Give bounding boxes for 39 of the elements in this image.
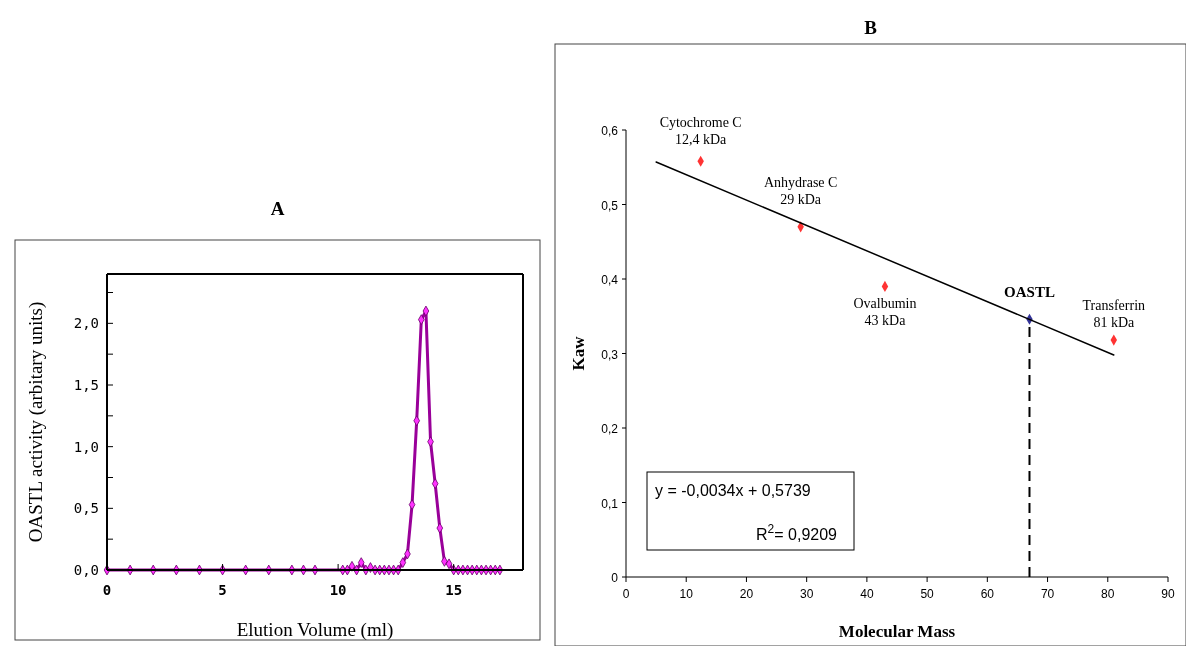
x-tick-label: 60 bbox=[980, 587, 995, 601]
x-tick-label: 40 bbox=[860, 587, 874, 601]
y-tick-label: 0,5 bbox=[601, 198, 619, 213]
annotation: Transferrin 81 kDa bbox=[1082, 298, 1146, 331]
x-tick-label: 10 bbox=[329, 582, 347, 598]
y-tick-label: 0,5 bbox=[73, 500, 99, 517]
x-tick-label: 20 bbox=[739, 587, 754, 601]
series-label: OASTL bbox=[1004, 284, 1055, 301]
y-tick-label: 0,4 bbox=[601, 273, 619, 287]
x-tick-label: 10 bbox=[679, 587, 694, 601]
x-tick-label: 30 bbox=[799, 587, 814, 601]
y-tick-label: 0,1 bbox=[601, 496, 619, 511]
y-tick-label: 0 bbox=[611, 571, 619, 585]
x-tick-label: 90 bbox=[1161, 587, 1175, 601]
y-axis-title: Kaw bbox=[569, 335, 588, 371]
y-tick-label: 0,6 bbox=[601, 124, 619, 138]
x-tick-label: 15 bbox=[445, 582, 463, 598]
y-tick-label: 1,0 bbox=[73, 438, 99, 455]
y-tick-label: 0,0 bbox=[73, 562, 99, 578]
y-tick-label: 1,5 bbox=[73, 377, 99, 393]
x-tick-label: 70 bbox=[1040, 587, 1055, 601]
x-tick-label: 5 bbox=[218, 582, 227, 598]
chart-title: B bbox=[864, 17, 878, 38]
x-tick-label: 0 bbox=[102, 582, 112, 598]
chart-title: A bbox=[270, 198, 285, 219]
annotation: Cytochrome C 12,4 kDa bbox=[659, 115, 742, 148]
y-tick-label: 0,2 bbox=[601, 422, 619, 436]
x-axis-title: Molecular Mass bbox=[838, 622, 956, 641]
x-tick-label: 50 bbox=[920, 587, 935, 601]
annotation: Anhydrase C 29 kDa bbox=[763, 174, 838, 207]
y-axis-title: OASTL activity (arbitary units) bbox=[25, 301, 47, 543]
x-tick-label: 80 bbox=[1101, 587, 1115, 601]
annotation: y = -0,0034x + 0,5739 bbox=[655, 482, 811, 499]
y-tick-label: 2,0 bbox=[73, 315, 99, 332]
x-axis-title: Elution Volume (ml) bbox=[236, 619, 394, 641]
annotation: Ovalbumin 43 kDa bbox=[853, 296, 917, 329]
annotation: R$^{2}$= 0,9209 bbox=[756, 522, 838, 543]
x-tick-label: 0 bbox=[622, 587, 630, 601]
y-tick-label: 0,3 bbox=[601, 347, 619, 362]
